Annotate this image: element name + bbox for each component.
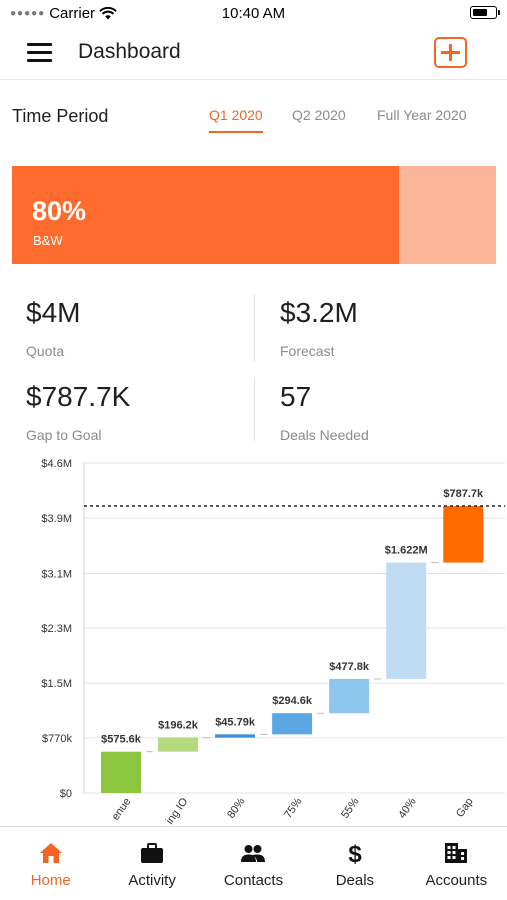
- data-label: $575.6k: [101, 734, 142, 746]
- tab-q1-2020[interactable]: Q1 2020: [209, 107, 263, 133]
- y-tick-label: $3.1M: [41, 568, 72, 580]
- data-label: $294.6k: [272, 695, 313, 707]
- page-title: Dashboard: [78, 40, 181, 63]
- y-tick-label: $4.6M: [41, 458, 72, 470]
- data-label: $1.622M: [385, 545, 428, 557]
- kpi-value: $3.2M: [280, 297, 358, 328]
- kpi-label: Quota: [26, 343, 65, 359]
- nav-bar: Dashboard: [0, 28, 507, 80]
- attainment-progress-bar: 80% B&W: [12, 166, 496, 264]
- kpi-gap-to-goal: $787.7K Gap to Goal: [26, 381, 130, 443]
- y-tick-label: $3.9M: [41, 513, 72, 525]
- kpi-divider: [254, 294, 255, 362]
- y-tick-label: $0: [60, 788, 72, 800]
- y-tick-label: $2.3M: [41, 623, 72, 635]
- waterfall-bar: [158, 737, 199, 752]
- tab-label: Deals: [335, 872, 375, 889]
- x-tick-label: 75%: [282, 796, 305, 821]
- waterfall-chart-svg: $0 $770k $1.5M $2.3M $3.1M $3.9M $4.6M $575.6k $…: [41, 458, 505, 827]
- progress-fill: [12, 166, 400, 264]
- x-tick-label: 80%: [225, 796, 248, 821]
- tab-label: Activity: [128, 872, 176, 889]
- kpi-label: Gap to Goal: [26, 427, 102, 443]
- tab-label: Contacts: [223, 872, 284, 889]
- kpi-deals-needed: 57 Deals Needed: [280, 381, 369, 443]
- waterfall-bar: [101, 751, 141, 793]
- waterfall-bar: [386, 562, 427, 679]
- tab-full-year-2020[interactable]: Full Year 2020: [377, 107, 467, 123]
- building-icon: [445, 843, 468, 863]
- kpi-divider: [254, 377, 255, 441]
- x-tick-label: 55%: [339, 796, 362, 821]
- y-tick-label: $1.5M: [41, 678, 72, 690]
- tab-home[interactable]: Home: [0, 827, 101, 900]
- signal-icon: ●●●●●: [10, 8, 46, 19]
- battery-icon: [470, 6, 500, 19]
- waterfall-bar: [272, 713, 313, 735]
- people-icon: [241, 845, 266, 862]
- data-label: $477.8k: [329, 661, 370, 673]
- carrier-indicator: ●●●●● Carrier: [10, 5, 117, 22]
- tab-accounts[interactable]: Accounts: [406, 827, 507, 900]
- progress-caption: B&W: [33, 233, 63, 248]
- tab-deals[interactable]: $ Deals: [304, 827, 405, 900]
- home-icon: [39, 843, 62, 863]
- dollar-icon: $: [348, 841, 362, 865]
- hamburger-menu-icon[interactable]: [27, 43, 52, 63]
- data-label: $45.79k: [215, 716, 256, 728]
- x-tick-label: enue: [110, 796, 134, 823]
- status-bar: ●●●●● Carrier 10:40 AM: [0, 0, 507, 28]
- kpi-label: Forecast: [280, 343, 335, 359]
- kpi-quota: $4M Quota: [26, 297, 80, 359]
- data-label: $787.7k: [443, 488, 484, 500]
- kpi-label: Deals Needed: [280, 427, 369, 443]
- tab-bar: Home Activity Contacts $ Deals: [0, 826, 507, 900]
- tab-contacts[interactable]: Contacts: [203, 827, 304, 900]
- time-period-selector: Time Period Q1 2020 Q2 2020 Full Year 20…: [0, 80, 507, 148]
- waterfall-chart: $0 $770k $1.5M $2.3M $3.1M $3.9M $4.6M $575.6k $…: [0, 452, 507, 827]
- tab-activity[interactable]: Activity: [101, 827, 202, 900]
- briefcase-icon: [141, 843, 164, 863]
- svg-text:$: $: [348, 841, 362, 865]
- waterfall-bar: [215, 734, 256, 738]
- x-tick-label: 40%: [396, 796, 419, 821]
- progress-percent: 80%: [32, 196, 87, 226]
- wifi-icon: [99, 7, 117, 20]
- y-tick-label: $770k: [42, 733, 72, 745]
- kpi-value: $4M: [26, 297, 81, 328]
- x-tick-label: ing IO: [164, 795, 191, 826]
- waterfall-bar: [329, 678, 370, 714]
- data-label: $196.2k: [158, 720, 199, 732]
- add-button[interactable]: [434, 37, 467, 68]
- kpi-value: 57: [280, 381, 312, 412]
- tab-q2-2020[interactable]: Q2 2020: [292, 107, 346, 123]
- tab-label: Accounts: [425, 872, 488, 889]
- carrier-label: Carrier: [49, 5, 96, 22]
- waterfall-bar: [443, 506, 484, 563]
- kpi-value: $787.7K: [26, 381, 131, 412]
- kpi-forecast: $3.2M Forecast: [280, 297, 358, 359]
- time-period-label: Time Period: [12, 106, 109, 126]
- status-time: 10:40 AM: [221, 5, 286, 22]
- x-tick-label: Gap: [454, 796, 476, 820]
- tab-label: Home: [30, 872, 71, 889]
